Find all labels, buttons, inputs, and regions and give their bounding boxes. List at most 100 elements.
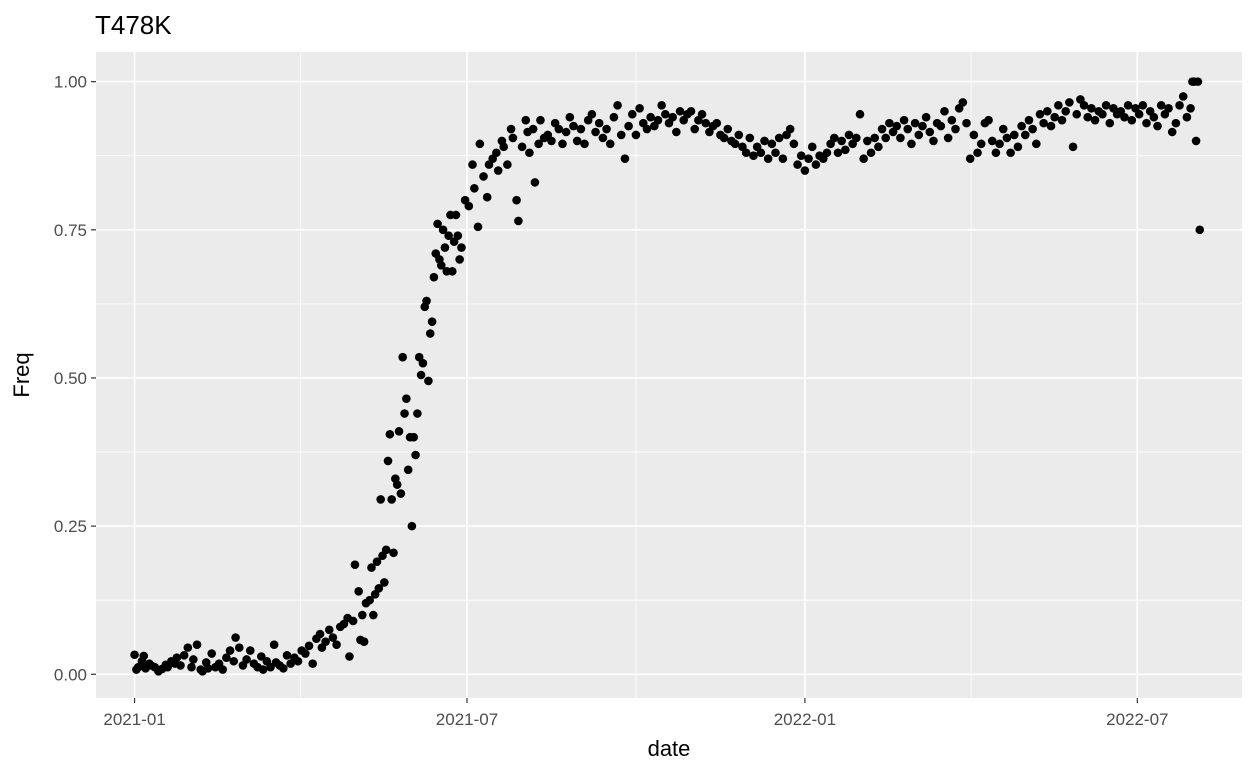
data-point xyxy=(899,115,909,125)
data-point xyxy=(308,659,318,668)
data-point xyxy=(517,142,527,152)
data-point xyxy=(1028,124,1037,134)
data-point xyxy=(203,664,213,673)
data-point xyxy=(473,222,483,232)
data-point xyxy=(1043,106,1052,116)
data-point xyxy=(874,142,883,152)
data-point xyxy=(672,127,681,137)
data-point xyxy=(231,633,240,642)
data-point xyxy=(229,656,239,666)
data-point xyxy=(723,124,733,134)
data-point xyxy=(984,115,993,125)
data-point xyxy=(367,563,376,572)
y-tick-label: 0.25 xyxy=(54,517,87,536)
data-point xyxy=(822,148,832,158)
data-point xyxy=(657,101,666,110)
data-point xyxy=(796,151,806,161)
data-point xyxy=(1120,112,1129,122)
data-point xyxy=(359,637,369,646)
data-point xyxy=(392,480,402,489)
data-point xyxy=(453,231,463,241)
y-tick-label: 0.50 xyxy=(54,369,87,388)
data-point xyxy=(749,151,758,161)
data-point xyxy=(1164,104,1173,113)
data-point xyxy=(631,130,641,140)
data-point xyxy=(936,121,946,131)
data-point xyxy=(345,652,354,661)
data-point xyxy=(418,358,428,368)
data-point xyxy=(591,127,600,137)
data-point xyxy=(943,133,953,143)
data-point xyxy=(973,148,982,158)
data-point xyxy=(844,130,854,140)
data-point xyxy=(697,109,707,119)
data-point xyxy=(712,118,722,128)
data-point xyxy=(479,172,488,181)
data-point xyxy=(374,584,384,593)
data-point xyxy=(1098,109,1107,119)
chart-title: T478K xyxy=(95,10,172,40)
data-point xyxy=(506,124,516,134)
data-point xyxy=(1167,127,1177,137)
data-point xyxy=(358,610,367,620)
data-point xyxy=(530,178,540,187)
data-point xyxy=(1013,142,1023,152)
data-point xyxy=(686,106,696,116)
data-point xyxy=(653,115,663,125)
data-point xyxy=(1006,148,1015,158)
data-point xyxy=(1175,101,1184,110)
data-point xyxy=(279,664,288,673)
data-point xyxy=(436,261,446,270)
data-points xyxy=(130,77,1205,676)
data-point xyxy=(995,139,1004,149)
data-point xyxy=(885,118,894,128)
data-point xyxy=(424,376,433,386)
data-point xyxy=(991,148,1001,158)
data-point xyxy=(508,133,518,143)
data-point xyxy=(1017,121,1026,131)
data-point xyxy=(1178,92,1188,101)
data-point xyxy=(594,118,604,128)
data-point xyxy=(348,616,358,626)
data-point xyxy=(870,133,879,143)
data-point xyxy=(402,394,411,404)
data-point xyxy=(376,495,385,504)
data-point xyxy=(804,154,813,163)
data-point xyxy=(389,548,398,558)
data-point xyxy=(903,124,913,134)
data-point xyxy=(789,139,799,149)
x-tick-label: 2021-07 xyxy=(436,710,498,729)
data-point xyxy=(1032,139,1041,149)
data-point xyxy=(756,148,766,158)
data-point xyxy=(940,106,949,116)
data-point xyxy=(635,104,644,113)
data-point xyxy=(455,255,464,264)
y-tick-label: 0.00 xyxy=(54,665,87,684)
data-point xyxy=(1068,142,1078,152)
data-point xyxy=(1149,112,1159,122)
plot-panel xyxy=(96,52,1242,698)
data-point xyxy=(475,139,485,149)
data-point xyxy=(642,124,652,134)
data-point xyxy=(925,127,935,137)
data-point xyxy=(947,115,957,125)
data-point xyxy=(675,106,685,116)
data-point xyxy=(1193,77,1203,86)
data-point xyxy=(624,121,633,131)
data-point xyxy=(403,465,413,475)
x-tick-label: 2022-07 xyxy=(1106,710,1168,729)
data-point xyxy=(598,133,608,143)
data-point xyxy=(620,154,630,163)
data-point xyxy=(440,243,450,252)
data-point xyxy=(1054,101,1063,110)
data-point xyxy=(962,118,971,128)
data-point xyxy=(269,640,279,649)
x-axis-title: date xyxy=(648,736,691,761)
data-point xyxy=(514,216,523,226)
data-point xyxy=(413,409,422,418)
data-point xyxy=(1087,104,1096,113)
data-point xyxy=(852,133,861,143)
data-point xyxy=(1186,104,1195,113)
data-point xyxy=(176,661,185,670)
data-point xyxy=(130,650,139,660)
